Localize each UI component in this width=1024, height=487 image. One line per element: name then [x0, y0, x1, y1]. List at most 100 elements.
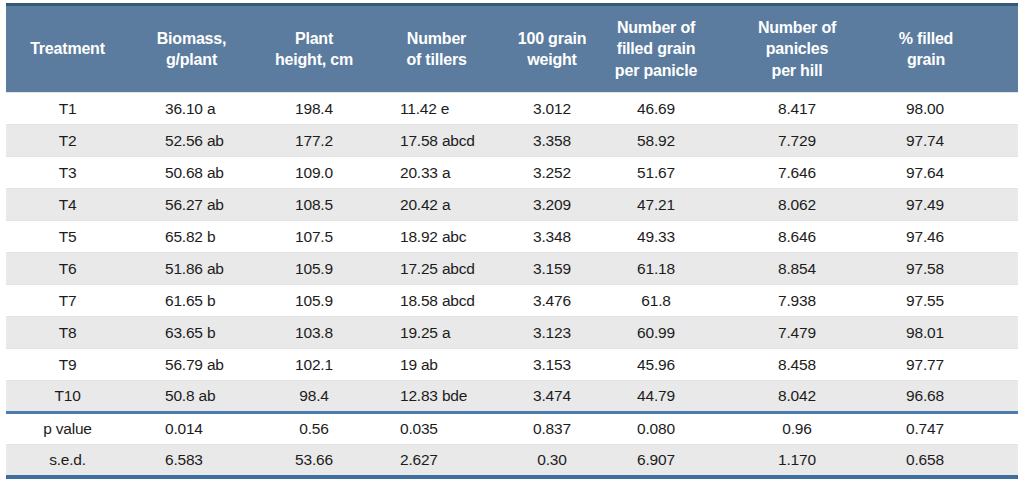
value-cell: 2.627 [374, 445, 499, 477]
column-header-4: Number of tillers [374, 5, 499, 93]
treatment-row-t9: T956.79 ab102.119 ab3.15345.968.45897.77 [6, 349, 1018, 381]
value-cell: 51.86 ab [129, 253, 254, 285]
value-cell: 46.69 [605, 93, 707, 125]
value-cell: 7.938 [707, 285, 887, 317]
value-cell: 98.01 [887, 317, 1018, 349]
value-cell: 3.358 [499, 125, 605, 157]
value-cell: 8.458 [707, 349, 887, 381]
value-cell: 56.27 ab [129, 189, 254, 221]
column-header-3: Plant height, cm [254, 5, 374, 93]
treatment-row-t8: T863.65 b103.819.25 a3.12360.997.47998.0… [6, 317, 1018, 349]
column-header-8: % filled grain [887, 5, 1018, 93]
value-cell: 0.658 [887, 445, 1018, 477]
treatment-row-t3: T350.68 ab109.020.33 a3.25251.677.64697.… [6, 157, 1018, 189]
treatment-row-t5: T565.82 b107.518.92 abc3.34849.338.64697… [6, 221, 1018, 253]
value-cell: 0.96 [707, 413, 887, 445]
value-cell: 3.252 [499, 157, 605, 189]
value-cell: 51.67 [605, 157, 707, 189]
value-cell: 1.170 [707, 445, 887, 477]
value-cell: 45.96 [605, 349, 707, 381]
value-cell: 177.2 [254, 125, 374, 157]
value-cell: 6.583 [129, 445, 254, 477]
value-cell: 0.56 [254, 413, 374, 445]
treatment-row-t6: T651.86 ab105.917.25 abcd3.15961.188.854… [6, 253, 1018, 285]
value-cell: 0.30 [499, 445, 605, 477]
value-cell: 97.49 [887, 189, 1018, 221]
row-label-cell: T1 [6, 93, 129, 125]
value-cell: 44.79 [605, 381, 707, 413]
value-cell: 56.79 ab [129, 349, 254, 381]
value-cell: 50.68 ab [129, 157, 254, 189]
value-cell: 3.012 [499, 93, 605, 125]
value-cell: 97.55 [887, 285, 1018, 317]
value-cell: 20.33 a [374, 157, 499, 189]
row-label-cell: T5 [6, 221, 129, 253]
value-cell: 8.062 [707, 189, 887, 221]
value-cell: 49.33 [605, 221, 707, 253]
value-cell: 17.58 abcd [374, 125, 499, 157]
value-cell: 102.1 [254, 349, 374, 381]
value-cell: 97.77 [887, 349, 1018, 381]
value-cell: 98.00 [887, 93, 1018, 125]
value-cell: 17.25 abcd [374, 253, 499, 285]
value-cell: 105.9 [254, 285, 374, 317]
value-cell: 108.5 [254, 189, 374, 221]
value-cell: 97.58 [887, 253, 1018, 285]
value-cell: 3.348 [499, 221, 605, 253]
value-cell: 7.479 [707, 317, 887, 349]
value-cell: 103.8 [254, 317, 374, 349]
row-label-cell: s.e.d. [6, 445, 129, 477]
value-cell: 198.4 [254, 93, 374, 125]
value-cell: 50.8 ab [129, 381, 254, 413]
column-header-2: Biomass, g/plant [129, 5, 254, 93]
value-cell: 36.10 a [129, 93, 254, 125]
value-cell: 58.92 [605, 125, 707, 157]
value-cell: 105.9 [254, 253, 374, 285]
row-label-cell: T4 [6, 189, 129, 221]
page: TreatmentBiomass, g/plantPlant height, c… [0, 0, 1024, 487]
value-cell: 11.42 e [374, 93, 499, 125]
value-cell: 8.042 [707, 381, 887, 413]
value-cell: 8.854 [707, 253, 887, 285]
stat-row-sed: s.e.d.6.58353.662.6270.306.9071.1700.658 [6, 445, 1018, 477]
value-cell: 3.159 [499, 253, 605, 285]
row-label-cell: T2 [6, 125, 129, 157]
value-cell: 65.82 b [129, 221, 254, 253]
value-cell: 52.56 ab [129, 125, 254, 157]
value-cell: 3.123 [499, 317, 605, 349]
value-cell: 96.68 [887, 381, 1018, 413]
value-cell: 6.907 [605, 445, 707, 477]
value-cell: 0.035 [374, 413, 499, 445]
value-cell: 0.837 [499, 413, 605, 445]
value-cell: 97.46 [887, 221, 1018, 253]
value-cell: 61.18 [605, 253, 707, 285]
value-cell: 61.65 b [129, 285, 254, 317]
column-header-5: 100 grain weight [499, 5, 605, 93]
row-label-cell: T6 [6, 253, 129, 285]
row-label-cell: T10 [6, 381, 129, 413]
value-cell: 0.080 [605, 413, 707, 445]
results-table: TreatmentBiomass, g/plantPlant height, c… [6, 3, 1018, 479]
row-label-cell: p value [6, 413, 129, 445]
value-cell: 19 ab [374, 349, 499, 381]
value-cell: 63.65 b [129, 317, 254, 349]
row-label-cell: T7 [6, 285, 129, 317]
value-cell: 20.42 a [374, 189, 499, 221]
value-cell: 97.64 [887, 157, 1018, 189]
value-cell: 3.209 [499, 189, 605, 221]
value-cell: 61.8 [605, 285, 707, 317]
value-cell: 47.21 [605, 189, 707, 221]
row-label-cell: T9 [6, 349, 129, 381]
value-cell: 0.014 [129, 413, 254, 445]
column-header-7: Number of panicles per hill [707, 5, 887, 93]
table-body: T136.10 a198.411.42 e3.01246.698.41798.0… [6, 93, 1018, 477]
column-header-6: Number of filled grain per panicle [605, 5, 707, 93]
value-cell: 3.474 [499, 381, 605, 413]
treatment-row-t7: T761.65 b105.918.58 abcd3.47661.87.93897… [6, 285, 1018, 317]
value-cell: 7.646 [707, 157, 887, 189]
value-cell: 12.83 bde [374, 381, 499, 413]
value-cell: 53.66 [254, 445, 374, 477]
value-cell: 3.153 [499, 349, 605, 381]
row-label-cell: T8 [6, 317, 129, 349]
value-cell: 8.646 [707, 221, 887, 253]
